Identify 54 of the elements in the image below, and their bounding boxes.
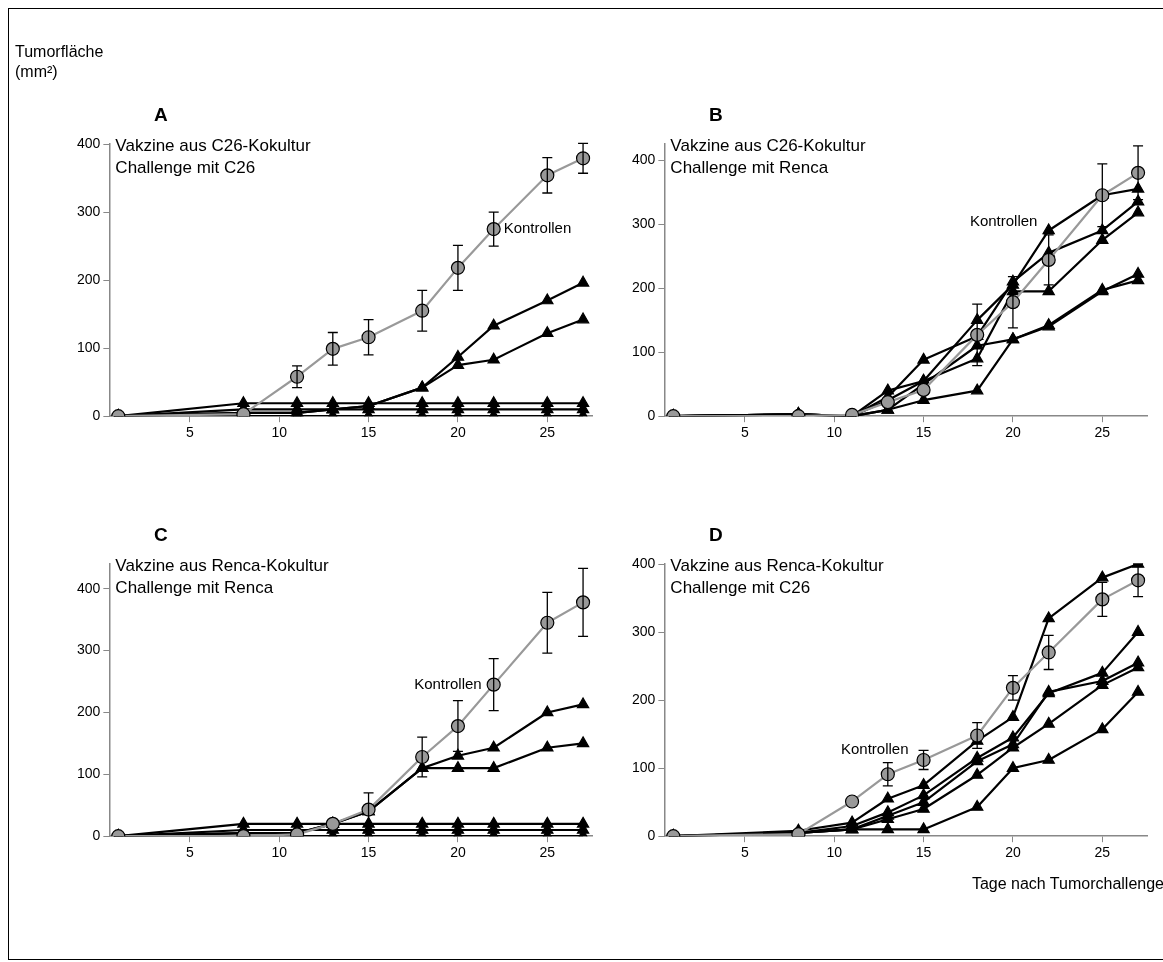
x-tick-label: 15 [915, 844, 932, 861]
chart-title: C [154, 524, 168, 546]
series-label: Kontrollen [414, 674, 482, 692]
y-tick-label: 200 [632, 690, 656, 707]
y-tick-label: 0 [647, 407, 656, 424]
y-tick-label: 300 [632, 622, 656, 639]
x-tick-label: 25 [539, 424, 556, 441]
x-tick-label: 5 [185, 424, 194, 441]
y-tick-label: 100 [632, 759, 656, 776]
x-tick-label: 25 [539, 844, 556, 861]
y-tick-label: 400 [77, 134, 101, 151]
x-tick-label: 20 [1005, 844, 1021, 861]
x-tick-label: 25 [1094, 424, 1111, 441]
y-tick-label: 0 [92, 407, 101, 424]
x-tick-label: 10 [826, 424, 843, 441]
chart-subtitle: Vakzine aus C26-Kokultur Challenge mit Renca [670, 136, 866, 178]
y-tick-label: 100 [77, 765, 101, 782]
y-axis-title: Tumorfläche (mm²) [15, 42, 104, 82]
chart-title: D [709, 524, 723, 546]
x-tick-label: 15 [360, 844, 377, 861]
x-tick-label: 5 [740, 424, 749, 441]
x-tick-label: 15 [915, 424, 932, 441]
y-tick-label: 400 [632, 150, 656, 167]
x-tick-label: 5 [740, 844, 749, 861]
x-axis-title: Tage nach Tumorchallenge [971, 875, 1163, 893]
y-tick-label: 400 [632, 554, 656, 571]
chart-subtitle: Vakzine aus C26-Kokultur Challenge mit C26 [115, 136, 311, 178]
y-tick-label: 300 [632, 214, 656, 231]
chart-subtitle: Vakzine aus Renca-Kokultur Challenge mit Renca [115, 556, 329, 598]
y-tick-label: 0 [92, 827, 101, 844]
y-tick-label: 200 [77, 270, 101, 287]
x-tick-label: 20 [450, 844, 466, 861]
y-tick-label: 300 [77, 202, 101, 219]
chart-title: A [154, 104, 168, 126]
series-label: Kontrollen [503, 219, 572, 237]
y-tick-label: 200 [632, 278, 656, 295]
y-tick-label: 0 [647, 827, 656, 844]
y-tick-label: 200 [77, 703, 101, 720]
y-tick-label: 300 [77, 641, 101, 658]
y-tick-label: 100 [632, 343, 656, 360]
x-tick-label: 20 [1005, 424, 1021, 441]
x-tick-label: 15 [360, 424, 377, 441]
x-tick-label: 10 [271, 424, 288, 441]
y-tick-label: 400 [77, 579, 101, 596]
chart-subtitle: Vakzine aus Renca-Kokultur Challenge mit C26 [670, 556, 884, 598]
x-tick-label: 10 [271, 844, 288, 861]
y-tick-label: 100 [77, 339, 101, 356]
x-tick-label: 5 [185, 844, 194, 861]
x-tick-label: 25 [1094, 844, 1111, 861]
x-tick-label: 20 [450, 424, 466, 441]
x-tick-label: 10 [826, 844, 843, 861]
series-label: Kontrollen [969, 212, 1038, 230]
chart-title: B [709, 104, 723, 126]
series-label: Kontrollen [841, 740, 909, 758]
